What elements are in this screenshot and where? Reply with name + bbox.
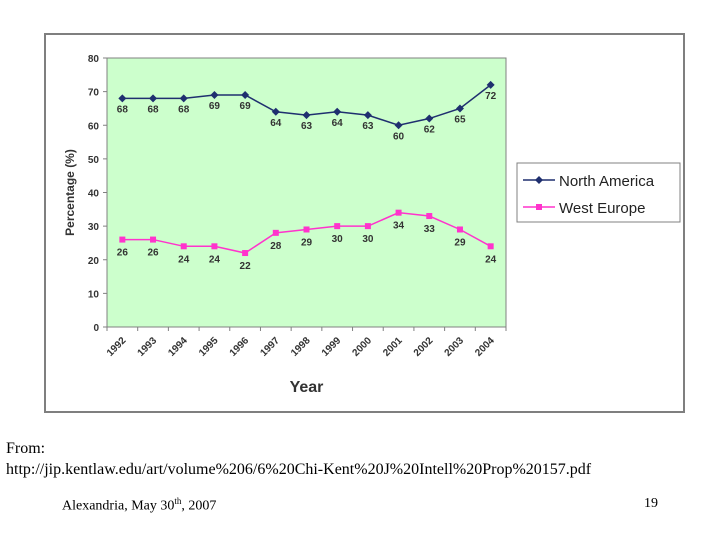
y-tick-label: 20 (88, 256, 100, 267)
data-label: 26 (117, 248, 129, 259)
y-tick-label: 10 (88, 289, 100, 300)
legend-label: West Europe (559, 200, 645, 217)
data-label: 63 (362, 121, 374, 132)
y-tick-label: 50 (88, 155, 100, 166)
series-north-america: 68 68 68 69 69 64 63 64 63 60 62 65 72 (117, 80, 497, 142)
data-point (363, 111, 372, 120)
x-tick-label: 1997 (258, 335, 282, 359)
x-tick-label: 1992 (105, 335, 129, 359)
series-west-europe: 26 26 24 24 22 28 29 30 30 34 33 29 24 (117, 209, 497, 272)
footer-place-date: Alexandria, May 30 (62, 498, 175, 514)
x-tick-label: 2000 (350, 335, 374, 359)
data-label: 64 (332, 118, 344, 129)
y-tick-label: 30 (88, 222, 100, 233)
data-label: 24 (209, 254, 221, 265)
data-point (455, 104, 464, 113)
data-point (149, 94, 158, 103)
source-prefix: From: (6, 440, 46, 457)
data-point (364, 223, 371, 230)
data-label: 33 (424, 224, 436, 235)
data-label: 34 (393, 221, 405, 232)
x-tick-label: 1995 (197, 335, 221, 359)
data-label: 24 (178, 254, 190, 265)
data-point (211, 243, 218, 250)
data-point (241, 90, 250, 99)
data-label: 68 (147, 104, 159, 115)
page-number: 19 (644, 496, 658, 511)
x-axis-title: Year (290, 379, 324, 396)
data-label: 68 (117, 104, 129, 115)
x-tick-label: 1998 (289, 335, 313, 359)
data-point (119, 236, 126, 243)
data-label: 69 (209, 101, 221, 112)
y-tick-label: 40 (88, 189, 100, 200)
data-label: 64 (270, 118, 282, 129)
data-point (394, 121, 403, 130)
footer-date-sup: th (174, 496, 182, 506)
x-tick-label: 1996 (228, 335, 252, 359)
footer-year: , 2007 (181, 498, 217, 514)
data-point (179, 94, 188, 103)
x-tick-label: 2003 (443, 335, 467, 359)
y-tick-label: 60 (88, 121, 100, 132)
data-point (487, 243, 494, 250)
plot-area (106, 57, 507, 328)
data-point (118, 94, 127, 103)
data-label: 26 (147, 248, 159, 259)
data-label: 22 (240, 261, 252, 272)
data-label: 69 (240, 101, 252, 112)
x-tick-label: 2004 (473, 335, 497, 359)
x-tick-label: 1993 (136, 335, 160, 359)
data-point (302, 111, 311, 120)
legend: North America West Europe (516, 162, 681, 223)
data-point (334, 223, 341, 230)
data-label: 62 (424, 125, 436, 136)
x-tick-label: 2001 (381, 335, 405, 359)
data-point (456, 226, 463, 233)
x-tick-label: 2002 (412, 335, 436, 359)
data-label: 30 (362, 234, 374, 245)
x-tick-label: 1994 (166, 335, 190, 359)
data-point (395, 209, 402, 216)
data-point (271, 107, 280, 116)
data-point (333, 107, 342, 116)
data-label: 63 (301, 121, 313, 132)
y-tick-label: 0 (93, 323, 99, 334)
data-point (303, 226, 310, 233)
data-point (242, 250, 249, 257)
legend-label: North America (559, 173, 655, 190)
data-point (210, 90, 219, 99)
chart-frame: 0 10 20 30 40 50 60 70 80 1992 1993 1994 1995 1996 199… (44, 33, 685, 413)
legend-marker (536, 204, 542, 210)
source-url: http://jip.kentlaw.edu/art/volume%206/6%… (6, 461, 592, 478)
data-label: 72 (485, 91, 497, 102)
data-label: 28 (270, 241, 282, 252)
y-axis-title: Percentage (%) (63, 149, 77, 236)
x-tick-label: 1999 (320, 335, 344, 359)
data-point (272, 229, 279, 236)
data-point (180, 243, 187, 250)
data-point (425, 114, 434, 123)
data-label: 30 (332, 234, 344, 245)
legend-box (516, 162, 681, 223)
y-tick-label: 70 (88, 88, 100, 99)
legend-marker (535, 176, 543, 184)
data-label: 68 (178, 104, 190, 115)
data-point (486, 80, 495, 89)
data-label: 65 (454, 114, 466, 125)
data-point (150, 236, 157, 243)
footer-date: Alexandria, May 30th, 2007 (62, 496, 216, 515)
data-label: 29 (301, 237, 313, 248)
data-label: 60 (393, 131, 405, 142)
data-point (426, 213, 433, 220)
data-label: 24 (485, 254, 497, 265)
data-label: 29 (454, 237, 466, 248)
y-tick-label: 80 (88, 54, 100, 65)
